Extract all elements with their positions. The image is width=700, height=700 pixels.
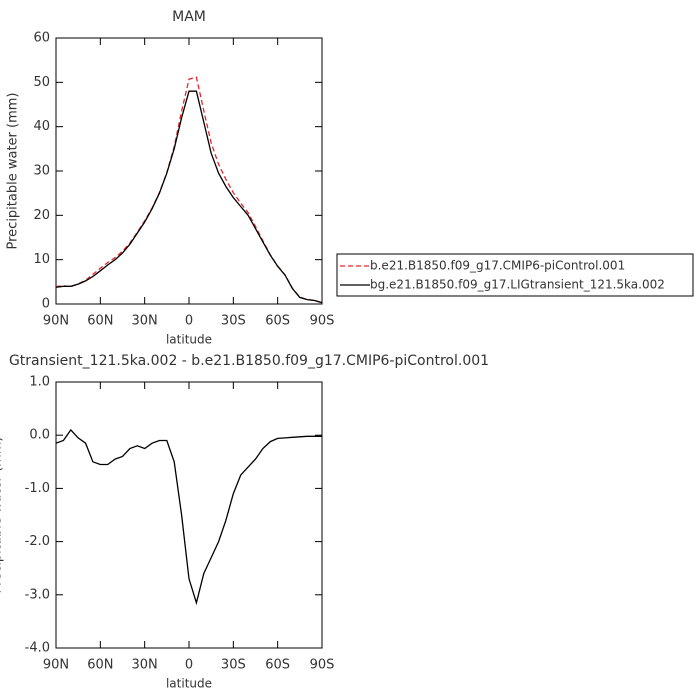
y-tick-label: -2.0 [25, 534, 50, 549]
x-tick-label: 30S [221, 658, 246, 673]
y-tick-label: -1.0 [25, 481, 50, 496]
y-tick-label: 50 [33, 75, 50, 90]
chart-title: Gtransient_121.5ka.002 - b.e21.B1850.f09… [9, 353, 489, 369]
chart-title: MAM [172, 9, 206, 25]
y-tick-label: 10 [33, 252, 50, 267]
y-axis-label: Precipitable water (mm) [0, 437, 5, 594]
y-tick-label: 0 [42, 297, 50, 312]
x-tick-label: 90N [43, 658, 69, 673]
x-tick-label: 60N [87, 314, 113, 329]
legend-label: b.e21.B1850.f09_g17.CMIP6-piControl.001 [370, 259, 625, 273]
x-tick-label: 0 [185, 658, 193, 673]
x-tick-label: 60S [265, 314, 290, 329]
x-tick-label: 60N [87, 658, 113, 673]
y-tick-label: 1.0 [29, 375, 50, 390]
y-tick-label: 60 [33, 31, 50, 46]
plot-frame [55, 381, 323, 649]
plot-frame [55, 37, 323, 305]
y-tick-label: -4.0 [25, 641, 50, 656]
legend-label: bg.e21.B1850.f09_g17.LIGtransient_121.5k… [370, 278, 665, 292]
x-tick-label: 30S [221, 314, 246, 329]
y-tick-label: 30 [33, 164, 50, 179]
data-line [55, 428, 322, 606]
x-tick-label: 30N [132, 314, 158, 329]
x-axis-label: latitude [166, 333, 212, 347]
legend-box [336, 253, 694, 297]
x-tick-label: 90S [310, 658, 335, 673]
data-line [55, 76, 323, 304]
x-tick-label: 90N [43, 314, 69, 329]
y-tick-label: 20 [33, 208, 50, 223]
x-tick-label: 30N [132, 658, 158, 673]
y-tick-label: 40 [33, 119, 50, 134]
y-tick-label: 0.0 [29, 428, 50, 443]
x-tick-label: 90S [310, 314, 335, 329]
x-tick-label: 60S [265, 658, 290, 673]
data-line [55, 90, 323, 304]
y-tick-label: -3.0 [25, 587, 50, 602]
x-axis-label: latitude [166, 677, 212, 691]
y-axis-label: Precipitable water (mm) [6, 93, 21, 250]
x-tick-label: 0 [185, 314, 193, 329]
